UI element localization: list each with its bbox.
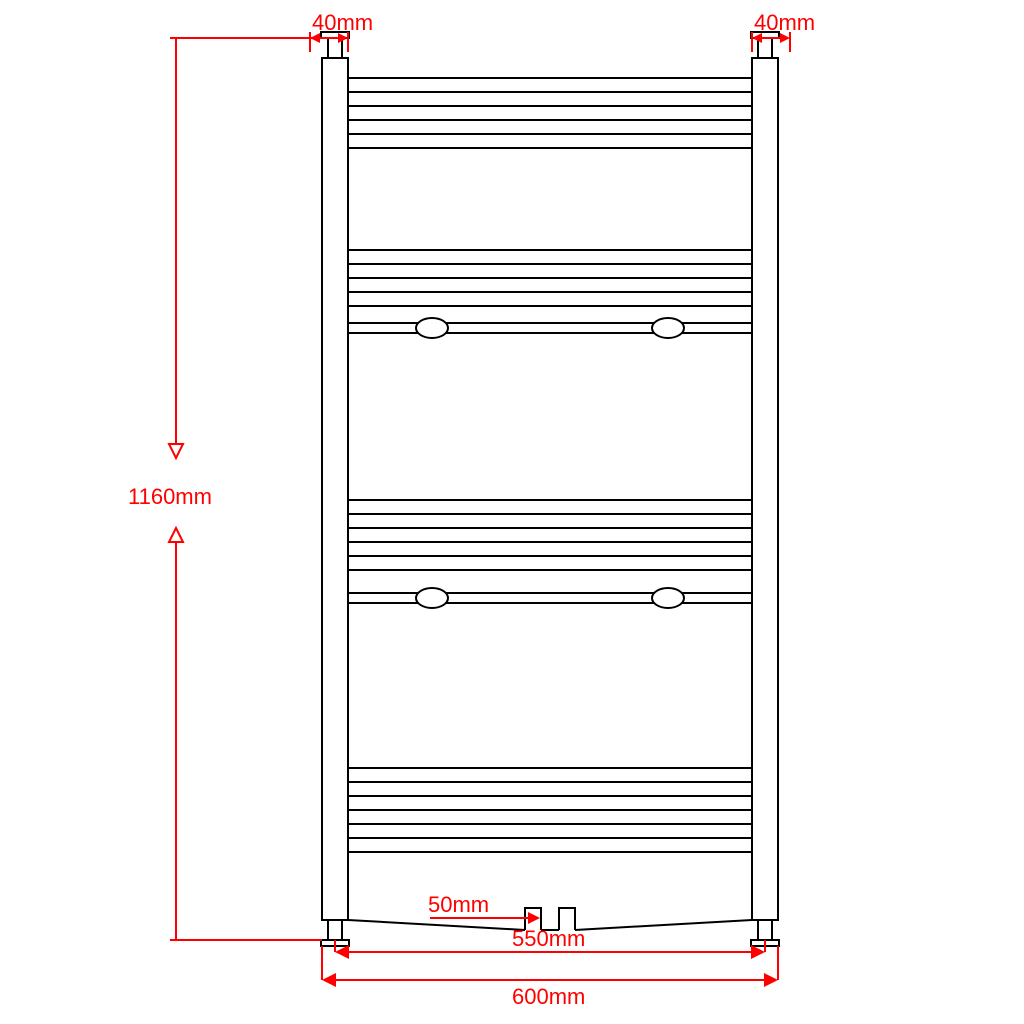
- bottom-valve: [758, 920, 772, 940]
- bracket-bar: [348, 593, 752, 603]
- left_post: [322, 58, 348, 920]
- bracket-knob: [416, 588, 448, 608]
- bracket-knob: [416, 318, 448, 338]
- label-50: 50mm: [428, 892, 489, 917]
- bottom-edge: [575, 920, 752, 930]
- label-600: 600mm: [512, 984, 585, 1009]
- label-height: 1160mm: [128, 484, 212, 509]
- bottom-edge: [348, 920, 525, 930]
- bottom-valve: [328, 920, 342, 940]
- right_post: [752, 58, 778, 920]
- bracket-knob: [652, 588, 684, 608]
- label-40r: 40mm: [754, 10, 815, 35]
- bracket-knob: [652, 318, 684, 338]
- label-40l: 40mm: [312, 10, 373, 35]
- bracket-bar: [348, 323, 752, 333]
- label-550: 550mm: [512, 926, 585, 951]
